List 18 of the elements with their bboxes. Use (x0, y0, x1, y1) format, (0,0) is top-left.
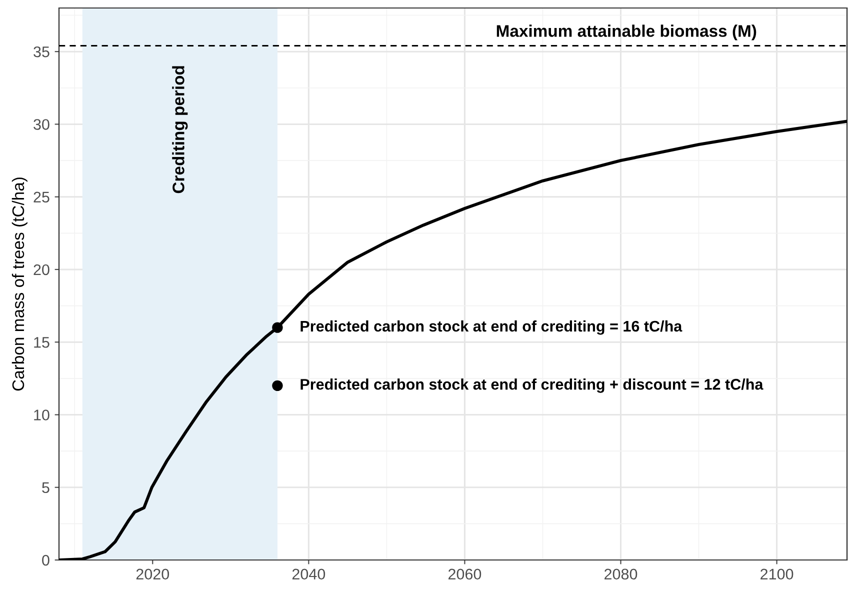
x-tick-label: 2020 (136, 568, 170, 580)
annotation: Predicted carbon stock at end of crediting = 16 tC/ha (300, 320, 682, 335)
x-tick-label: 2040 (292, 568, 326, 580)
y-tick-label: 25 (34, 192, 50, 203)
y-tick-label: 0 (42, 554, 50, 566)
annotation: Predicted carbon stock at end of crediting + discount = 12 tC/ha (300, 378, 764, 393)
y-tick-label: 15 (34, 337, 50, 348)
y-tick-label: 35 (34, 46, 50, 58)
y-tick-label: 5 (42, 482, 50, 494)
y-tick-label: 20 (34, 264, 50, 276)
band-label: Crediting period (172, 66, 188, 194)
y-tick-label: 10 (34, 410, 50, 420)
x-tick-label: 2100 (760, 568, 794, 580)
x-tick-label: 2080 (604, 568, 638, 580)
y-axis-title: Carbon mass of trees (tC/ha) (12, 178, 28, 391)
y-tick-label: 30 (34, 119, 50, 130)
x-tick-label: 2060 (448, 568, 482, 580)
ref-line-label: Maximum attainable biomass (M) (496, 24, 756, 40)
